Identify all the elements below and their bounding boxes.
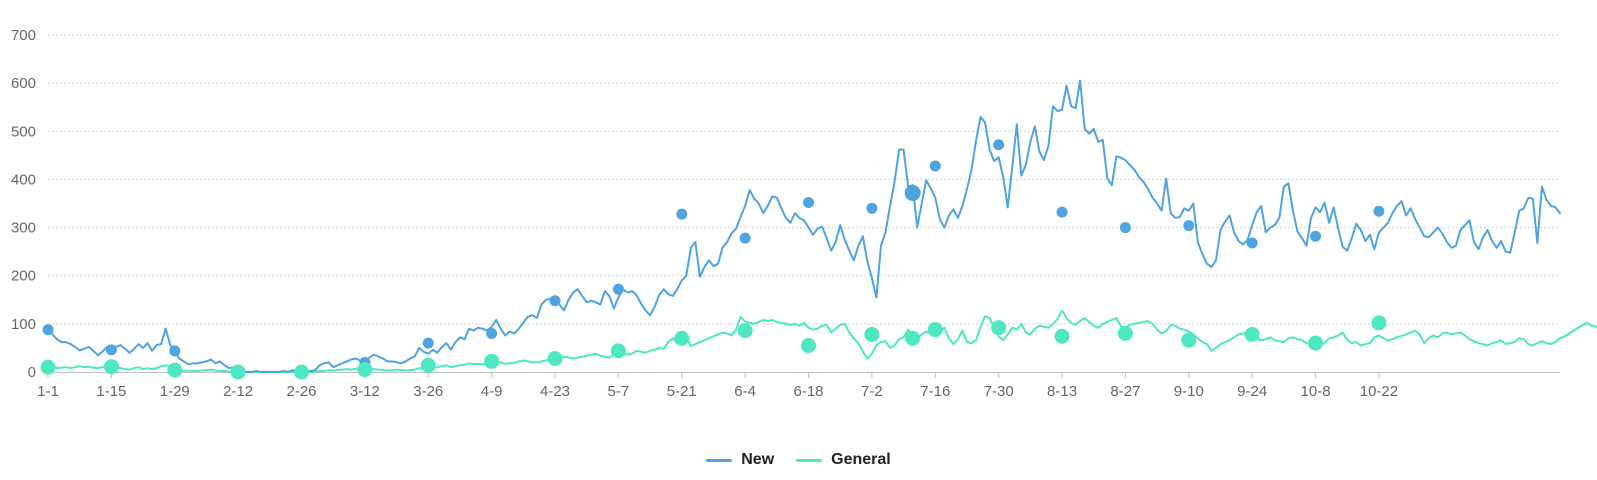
- data-point-general: [905, 330, 921, 346]
- data-point-general: [927, 322, 943, 338]
- x-tick-label: 1-29: [160, 383, 190, 400]
- data-point-new: [803, 197, 815, 209]
- data-point-new: [1310, 230, 1322, 242]
- x-tick-label: 9-24: [1237, 383, 1267, 400]
- data-point-new: [612, 283, 624, 295]
- data-point-general: [294, 364, 310, 380]
- data-point-general: [610, 343, 626, 359]
- data-point-new: [422, 337, 434, 349]
- x-tick-label: 5-7: [608, 383, 630, 400]
- data-point-general: [991, 320, 1007, 336]
- y-tick-label: 500: [11, 123, 36, 140]
- y-tick-label: 700: [11, 27, 36, 44]
- data-point-new: [993, 139, 1005, 151]
- legend-swatch-general: [796, 458, 823, 462]
- data-point-general: [1054, 328, 1070, 344]
- data-point-general: [1244, 326, 1260, 342]
- data-point-new: [1119, 222, 1131, 234]
- data-point-general: [1181, 332, 1197, 348]
- legend-label-general: General: [831, 451, 891, 468]
- data-point-new: [929, 160, 941, 172]
- data-point-new: [486, 327, 498, 339]
- data-point-general: [674, 330, 690, 346]
- data-point-general: [40, 359, 56, 375]
- x-tick-label: 5-21: [667, 383, 697, 400]
- chart-legend: New General: [0, 451, 1597, 469]
- data-point-new: [1373, 205, 1385, 217]
- data-point-new: [676, 208, 688, 220]
- x-tick-label: 1-15: [96, 383, 126, 400]
- data-point-new: [549, 295, 561, 307]
- x-tick-label: 7-30: [984, 383, 1014, 400]
- series-line-general: [47, 309, 1597, 373]
- legend-item-general[interactable]: General: [796, 451, 891, 469]
- x-tick-label: 10-8: [1301, 383, 1331, 400]
- legend-swatch-new: [706, 458, 733, 462]
- data-point-general: [230, 364, 246, 380]
- x-tick-label: 7-2: [861, 383, 883, 400]
- x-tick-label: 6-18: [794, 383, 824, 400]
- x-tick-label: 9-10: [1174, 383, 1204, 400]
- data-point-general: [737, 323, 753, 339]
- data-point-new: [1246, 237, 1258, 249]
- x-tick-label: 6-4: [734, 383, 756, 400]
- data-point-new: [1056, 206, 1068, 218]
- data-point-general: [167, 362, 183, 378]
- data-point-general: [1308, 335, 1324, 351]
- data-point-new: [105, 344, 117, 356]
- data-point-general: [484, 353, 500, 369]
- x-tick-label: 2-12: [223, 383, 253, 400]
- y-tick-label: 600: [11, 75, 36, 92]
- data-point-general: [103, 359, 119, 375]
- y-tick-label: 300: [11, 220, 36, 237]
- data-point-new: [904, 184, 921, 201]
- x-tick-label: 8-13: [1047, 383, 1077, 400]
- legend-item-new[interactable]: New: [706, 451, 774, 469]
- data-point-new: [866, 202, 878, 214]
- data-point-general: [864, 326, 880, 342]
- x-tick-label: 4-23: [540, 383, 570, 400]
- data-point-general: [801, 338, 817, 354]
- y-tick-label: 0: [28, 364, 36, 381]
- data-point-general: [420, 357, 436, 373]
- x-tick-label: 7-16: [920, 383, 950, 400]
- x-tick-label: 8-27: [1110, 383, 1140, 400]
- x-tick-label: 3-12: [350, 383, 380, 400]
- data-point-new: [1183, 220, 1195, 232]
- x-tick-label: 1-1: [37, 383, 59, 400]
- data-point-new: [42, 324, 54, 336]
- data-point-general: [357, 362, 373, 378]
- data-point-general: [1371, 315, 1387, 331]
- legend-label-new: New: [741, 451, 775, 468]
- data-point-general: [547, 351, 563, 367]
- data-point-new: [739, 232, 751, 244]
- data-point-new: [169, 345, 181, 357]
- y-tick-label: 100: [11, 316, 36, 333]
- series-line-new: [47, 79, 1561, 373]
- x-tick-label: 3-26: [413, 383, 443, 400]
- x-tick-label: 4-9: [481, 383, 503, 400]
- x-tick-label: 10-22: [1360, 383, 1398, 400]
- data-point-general: [1117, 325, 1133, 341]
- x-tick-label: 2-26: [286, 383, 316, 400]
- y-tick-label: 400: [11, 171, 36, 188]
- y-tick-label: 200: [11, 268, 36, 285]
